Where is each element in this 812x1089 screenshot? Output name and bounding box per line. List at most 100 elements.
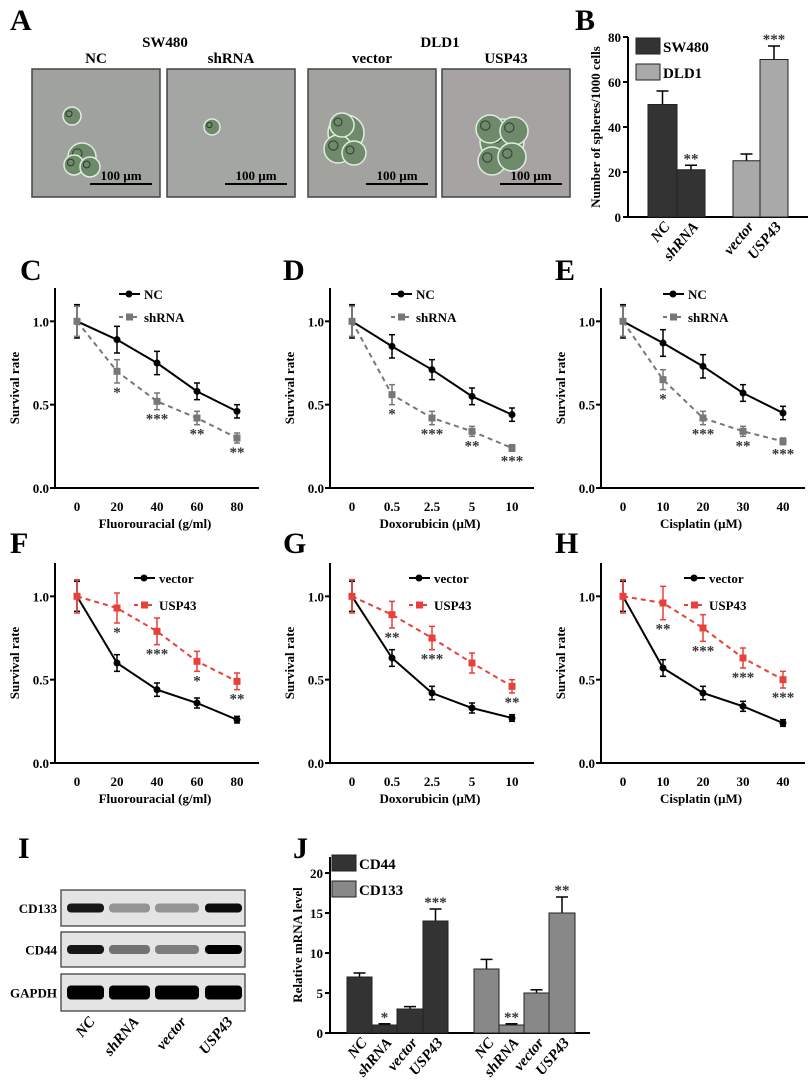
- bar: [548, 912, 576, 1034]
- x-tick-label: 40: [777, 499, 790, 514]
- y-tick-label: 0.5: [579, 673, 596, 688]
- x-tick-label: 40: [151, 499, 164, 514]
- x-tick-label: 10: [506, 499, 519, 514]
- y-tick-label: 60: [608, 75, 621, 90]
- cell-nucleus: [206, 121, 213, 129]
- data-point: [153, 627, 161, 635]
- legend-marker: [140, 574, 148, 582]
- micrograph-shrna: 100 µm: [166, 68, 296, 198]
- legend-marker: [690, 574, 698, 582]
- x-axis-label: Cisplatin (μM): [660, 791, 742, 806]
- x-axis-label: Fluorouracial (g/ml): [99, 516, 212, 531]
- panel-label-J: J: [293, 832, 308, 865]
- chart-D: D 0.0 0.5 1.0 0 0.5 2.5 5 10 Doxorubicin (μM) Surv…: [282, 254, 534, 531]
- legend-label: NC: [416, 287, 435, 302]
- series-line-usp43: [622, 595, 784, 681]
- x-tick-label: 30: [737, 499, 750, 514]
- blot-lane-label: USP43: [196, 1014, 236, 1058]
- blot-band: [205, 985, 242, 1000]
- data-point: [508, 714, 516, 722]
- data-point: [699, 624, 707, 632]
- y-axis-label: Relative mRNA level: [290, 887, 305, 1003]
- y-tick-label: 1.0: [33, 314, 49, 329]
- legend-marker: [669, 290, 677, 298]
- data-point: [779, 676, 787, 684]
- y-tick-label: 0.0: [33, 756, 49, 771]
- data-point: [193, 414, 201, 422]
- chart-G: G 0.0 0.5 1.0 0 0.5 2.5 5 10 Doxorubicin (μM) Surv…: [282, 527, 534, 806]
- bar: [759, 59, 789, 218]
- data-point: [193, 657, 201, 665]
- legend-label: USP43: [709, 598, 747, 613]
- scale-bar-label: 100 µm: [235, 168, 276, 183]
- significance-marker: **: [230, 445, 245, 461]
- y-tick-label: 15: [310, 906, 324, 921]
- y-axis-label: Survival rate: [7, 626, 22, 699]
- data-point: [699, 414, 707, 422]
- legend-swatch-cd133: [331, 880, 357, 898]
- significance-marker: **: [385, 630, 400, 646]
- scale-bar-label: 100 µm: [510, 168, 551, 183]
- data-point: [153, 686, 161, 694]
- chart-F: F 0.0 0.5 1.0 0 20 40 60 80 Fluorouracial (g/ml) S…: [7, 527, 259, 806]
- y-tick-label: 0.5: [308, 673, 325, 688]
- data-point: [193, 387, 201, 395]
- data-point: [73, 592, 81, 600]
- cell-nucleus: [502, 148, 513, 159]
- x-tick-label: 5: [469, 774, 476, 789]
- significance-marker: *: [381, 1010, 389, 1026]
- y-axis-label: Survival rate: [553, 351, 568, 424]
- data-point: [388, 391, 396, 399]
- blot-lane-label: shRNA: [101, 1014, 143, 1060]
- data-point: [468, 704, 476, 712]
- blot-row-label: GAPDH: [10, 986, 57, 1001]
- y-tick-label: 20: [310, 866, 323, 881]
- y-tick-label: 5: [317, 986, 324, 1001]
- cell-nucleus: [482, 152, 493, 163]
- x-tick-label: 0: [620, 774, 627, 789]
- y-tick-label: 0.5: [33, 398, 50, 413]
- legend-label: shRNA: [416, 310, 457, 325]
- x-axis-label: Doxorubicin (μM): [380, 516, 481, 531]
- blot-band: [67, 945, 104, 954]
- legend-swatch-cd44: [331, 854, 357, 872]
- data-point: [508, 444, 516, 452]
- blot-band: [155, 985, 199, 1000]
- y-tick-label: 0.0: [33, 481, 49, 496]
- significance-marker: **: [684, 151, 699, 167]
- data-point: [193, 699, 201, 707]
- data-point: [388, 654, 396, 662]
- y-tick-label: 1.0: [579, 589, 595, 604]
- y-tick-label: 0.0: [308, 756, 324, 771]
- y-tick-label: 1.0: [308, 314, 324, 329]
- y-tick-label: 0.5: [308, 398, 325, 413]
- group-label-dld1: DLD1: [420, 35, 459, 51]
- bar: [523, 992, 550, 1034]
- y-axis-label: Survival rate: [7, 351, 22, 424]
- bar: [676, 169, 706, 218]
- panel-label-G: G: [283, 527, 306, 560]
- legend-marker: [691, 601, 698, 609]
- blot-band: [205, 903, 242, 913]
- panel-label-H: H: [555, 527, 578, 560]
- bar: [647, 104, 678, 218]
- data-point: [619, 317, 627, 325]
- data-point: [233, 407, 241, 415]
- x-axis-label: Fluorouracial (g/ml): [99, 791, 212, 806]
- legend-label: CD44: [359, 857, 396, 873]
- significance-marker: **: [230, 692, 245, 708]
- image-label: shRNA: [208, 51, 255, 67]
- cell-nucleus: [333, 117, 343, 127]
- sphere-cell: [499, 116, 529, 146]
- x-tick-label: 5: [469, 499, 476, 514]
- panel-label-C: C: [20, 254, 42, 287]
- x-tick-label: 20: [111, 774, 124, 789]
- cell-nucleus: [82, 160, 91, 169]
- significance-marker: ***: [692, 427, 715, 443]
- sphere-cell: [79, 156, 101, 178]
- blot-row-label: CD133: [19, 901, 58, 916]
- significance-marker: ***: [692, 643, 715, 659]
- x-tick-label: 0: [349, 774, 356, 789]
- bar: [371, 1024, 398, 1034]
